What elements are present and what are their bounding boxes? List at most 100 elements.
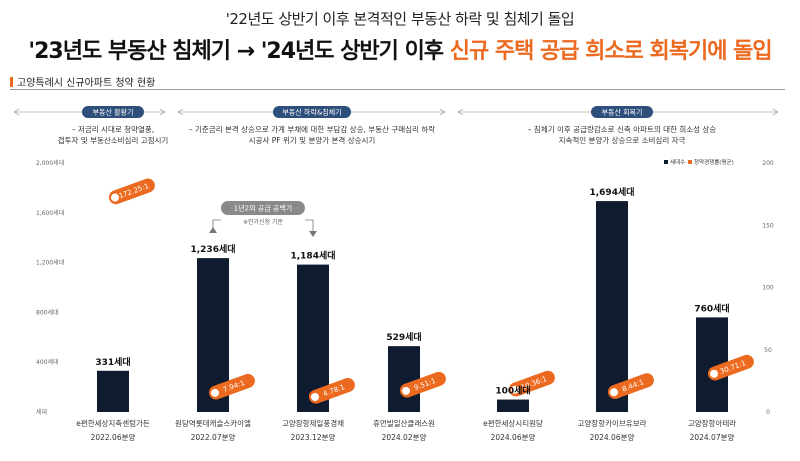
- bar: [388, 346, 420, 412]
- rate-pill: [707, 354, 754, 381]
- callout-arrow-icon: [309, 231, 317, 237]
- category-name: e편한세상지축센텀가든: [76, 418, 150, 428]
- phase-layer: 부동산 활황기 – 저금리 시대로 청약열풍,갭투자 및 부동산소비심리 고점시기…: [13, 106, 779, 145]
- legend-label: 청약경쟁률(평균): [694, 158, 734, 166]
- category-date: 2023.12분양: [291, 433, 336, 442]
- rate-pill: [208, 373, 255, 400]
- rate-dot-icon: [402, 386, 410, 395]
- right-axis-tick: 150: [762, 222, 774, 229]
- callout-pill: [221, 201, 305, 215]
- rate-pill: [308, 378, 355, 404]
- rate-pill: [108, 178, 155, 205]
- bar-value-label: 100세대: [495, 385, 530, 397]
- legend-label: 세대수: [670, 158, 685, 166]
- bar-value-label: 1,236세대: [190, 243, 235, 255]
- bar: [596, 201, 628, 412]
- phase-label: 부동산 활황기: [93, 108, 134, 117]
- rate-dot-icon: [511, 385, 519, 394]
- left-axis-tick: 2,000세대: [36, 159, 64, 167]
- rate-dot-icon: [710, 369, 718, 378]
- rate-pill-group: 172.25:1: [108, 178, 155, 205]
- category-date: 2022.06분양: [91, 433, 136, 442]
- phase-desc: – 저금리 시대로 청약열풍,: [72, 124, 154, 134]
- rate-pill-group: 8.44:1: [607, 373, 654, 399]
- label-layer: 331세대 e편한세상지축센텀가든 2022.06분양 1,236세대원당역롯데캐슬스…: [76, 186, 736, 442]
- callout-connector: [212, 219, 221, 228]
- left-axis-tick: 800세대: [36, 308, 59, 316]
- legend-swatch-bar: [664, 160, 668, 164]
- bar-value-label: 760세대: [694, 302, 729, 314]
- phase-pill: [273, 106, 351, 118]
- rate-dot-icon: [211, 388, 219, 397]
- headline-accent: 신규 주택 공급 희소로 회복기에 돌입: [449, 39, 773, 64]
- rate-pill: [508, 370, 555, 397]
- phase-pill: [82, 106, 144, 118]
- right-axis-tick: 50: [764, 347, 772, 354]
- category-name: 고양장항아테라: [688, 418, 736, 428]
- rate-dot-icon: [610, 388, 618, 397]
- phase-arrow-left-icon: [177, 108, 184, 116]
- left-axis-tick: 400세대: [36, 358, 59, 366]
- callout-arrow-icon: [209, 227, 217, 233]
- rate-pill: [607, 373, 654, 399]
- category-name: e편한세상시티원당: [483, 418, 543, 428]
- category-date: 2024.06분양: [590, 433, 635, 442]
- callout-connector: [305, 219, 314, 236]
- phase-desc: 지속적인 분양가 상승으로 소비심리 자극: [559, 135, 686, 145]
- subtitle: '22년도 상반기 이후 본격적인 부동산 하락 및 침체기 돌입: [225, 10, 575, 28]
- left-axis-tick: 1,200세대: [36, 259, 64, 267]
- phase-arrow-right-icon: [159, 108, 166, 116]
- phase-label: 부동산 회복기: [602, 108, 643, 117]
- callout-title: 1년2의 공급 공백기: [234, 204, 292, 213]
- phase-desc: 시공사 PF 위기 및 분양가 본격 상승시기: [249, 135, 376, 145]
- bar-layer: [97, 201, 728, 412]
- legend-swatch-rate: [688, 160, 692, 164]
- phase-desc: – 침체기 이후 공급량감소로 신축 아파트의 대한 희소성 상승: [528, 124, 717, 134]
- bar-value-label: 331세대: [95, 356, 130, 368]
- rate-dot-icon: [311, 392, 319, 401]
- phase-desc: 갭투자 및 부동산소비심리 고점시기: [58, 135, 169, 145]
- legend-layer: 세대수 청약경쟁률(평균): [664, 158, 734, 166]
- phase-label: 부동산 하락&침체기: [282, 108, 341, 117]
- left-axis-tick: 세대: [36, 408, 47, 416]
- section-label: 고양특례시 신규아파트 청약 현황: [10, 74, 155, 89]
- callout-layer: 1년2의 공급 공백기 ※인가신청 기준: [209, 201, 317, 237]
- bar: [97, 370, 129, 412]
- bar-value-label: 1,184세대: [290, 250, 335, 262]
- category-name: 휴먼빌일산클래스원: [373, 418, 435, 428]
- phase-arrow-left-icon: [13, 108, 20, 116]
- bar: [497, 399, 529, 412]
- right-axis-tick: 0: [766, 409, 770, 416]
- rate-pill-group: 4.78:1: [308, 378, 355, 404]
- rate-dot-icon: [111, 193, 119, 202]
- bar-value-label: 1,694세대: [589, 186, 634, 198]
- phase-pill: [591, 106, 653, 118]
- category-name: 고양장항카이브유보라: [578, 418, 647, 428]
- rate-pill: [399, 371, 446, 398]
- phase-arrow-left-icon: [457, 108, 464, 116]
- phase-desc: – 기준금리 본격 상승으로 가계 부채에 대한 부담감 상승, 부동산 구매심…: [189, 124, 435, 134]
- callout-sub: ※인가신청 기준: [243, 218, 284, 226]
- category-name: 고양장항제일풍경채: [282, 418, 344, 428]
- category-name: 원당역롯데캐슬스카이엘: [175, 418, 251, 428]
- phase-arrow-right-icon: [772, 108, 779, 116]
- bar-value-label: 529세대: [386, 331, 421, 343]
- right-axis-tick: 200: [762, 160, 774, 167]
- rate-layer: 172.25:1 7.94:1 4.78:1 9.51:1 10.36:1 8.44:1 3…: [108, 178, 754, 404]
- category-date: 2022.07분양: [191, 433, 236, 442]
- phase-arrow-right-icon: [439, 108, 446, 116]
- category-date: 2024.07분양: [690, 433, 735, 442]
- right-axis-tick: 100: [762, 285, 774, 292]
- category-date: 2024.02분양: [382, 433, 427, 442]
- rate-pill-group: 9.51:1: [399, 371, 446, 398]
- header-rule: [10, 89, 785, 90]
- rate-pill-group: 30.71:1: [707, 354, 754, 381]
- left-axis-tick: 1,600세대: [36, 209, 64, 217]
- headline: '23년도 부동산 침체기 → '24년도 상반기 이후 신규 주택 공급 희소…: [0, 33, 800, 65]
- category-date: 2024.06분양: [491, 433, 536, 442]
- headline-main: '23년도 부동산 침체기 → '24년도 상반기 이후: [28, 39, 450, 64]
- rate-pill-group: 7.94:1: [208, 373, 255, 400]
- rate-pill-group: 10.36:1: [508, 370, 555, 397]
